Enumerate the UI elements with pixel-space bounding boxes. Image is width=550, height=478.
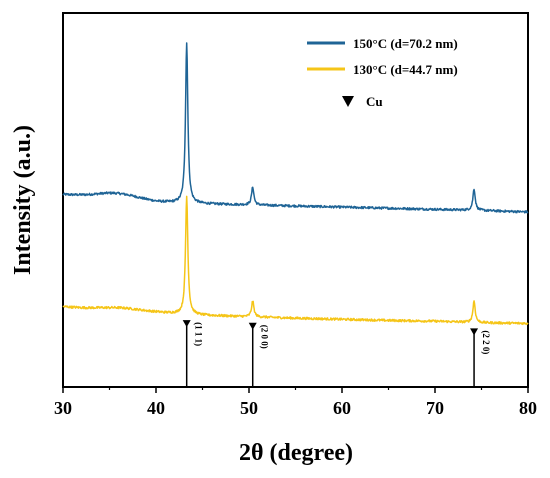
legend-label-130c: 130°C (d=44.7 nm) [353,62,458,77]
x-tick-label: 30 [54,398,72,418]
legend-label-cu: Cu [366,94,383,109]
legend-label-150c: 150°C (d=70.2 nm) [353,36,458,51]
series-layer [62,42,529,326]
x-ticks: 30 40 50 60 70 80 [54,387,537,418]
y-axis-title: Intensity (a.u.) [10,125,36,275]
cu-plane-label: (2 2 0) [481,330,491,354]
cu-plane-label: (2 0 0) [260,325,270,349]
cu-triangle-icon [248,322,257,330]
x-tick-label: 40 [147,398,165,418]
reference-layer: (1 1 1) (2 0 0) (2 2 0) [182,320,491,387]
plot-frame [62,12,529,388]
cu-plane-label: (1 1 1) [194,322,204,346]
x-tick-label: 80 [519,398,537,418]
cu-triangle-marker-icon [342,96,354,107]
legend: 150°C (d=70.2 nm) 130°C (d=44.7 nm) Cu [307,36,458,109]
x-axis-title: 2θ (degree) [239,440,353,466]
series-line-0 [62,42,529,214]
x-tick-label: 70 [426,398,444,418]
x-tick-label: 60 [333,398,351,418]
x-tick-label: 50 [240,398,258,418]
series-line-1 [62,195,529,326]
cu-triangle-icon [470,328,479,336]
cu-triangle-icon [182,320,191,328]
